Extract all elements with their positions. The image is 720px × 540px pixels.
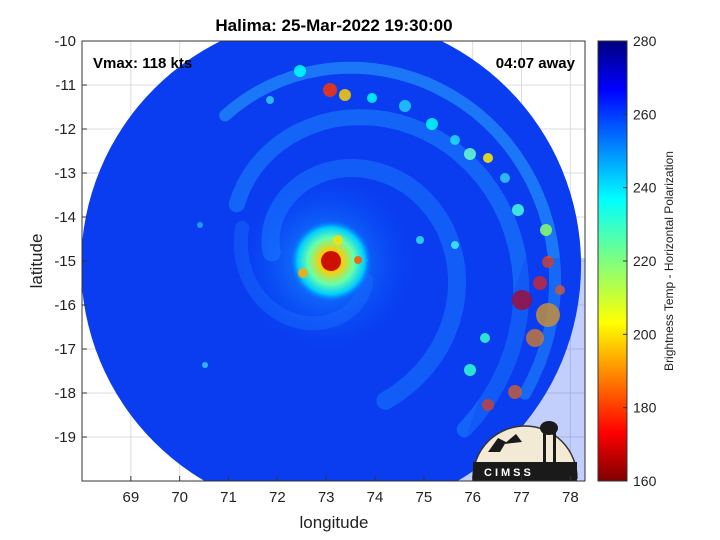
y-tick-label: -16 [54,297,76,314]
convective-cell [512,290,532,310]
colorbar-tick-label: 280 [633,33,657,49]
y-tick-label: -11 [55,77,76,94]
convective-cell [508,385,522,399]
y-axis-ticks: -10 -11 -12 -13 -14 -15 -16 -17 -18 -19 [54,33,87,446]
y-tick-label: -15 [54,253,76,270]
rain-band [228,109,530,438]
rain-band [261,158,467,410]
convective-cell [202,362,208,368]
colorbar-tick-label: 220 [633,253,657,269]
vmax-annotation: Vmax: 118 kts [93,55,192,72]
x-tick-label: 77 [513,489,530,506]
convective-cell [483,153,493,163]
logo-water-tank-icon [540,421,558,435]
convective-cell [555,285,565,295]
x-tick-label: 74 [367,489,384,506]
convective-cell [542,256,554,268]
logo-dish-icon [488,434,522,452]
x-axis-label: longitude [299,513,368,532]
y-tick-label: -18 [54,385,76,402]
convective-cell [533,276,547,290]
colorbar [597,40,628,482]
y-tick-label: -19 [54,429,76,446]
time-away-annotation: 04:07 away [496,55,576,72]
colorbar-tick-label: 200 [633,326,657,342]
convective-cell [367,93,377,103]
convective-cell [333,235,343,245]
convective-cell [354,256,362,264]
logo-tower-icon [543,430,546,462]
colorbar-tick-label: 160 [633,473,657,489]
x-tick-label: 71 [220,489,237,506]
convective-cell [450,135,460,145]
convective-cell [500,173,510,183]
x-tick-label: 78 [562,489,579,506]
convective-cell [266,96,274,104]
x-tick-label: 70 [171,489,188,506]
x-tick-label: 76 [464,489,481,506]
convective-cell [339,89,351,101]
convective-cell [482,399,494,411]
colorbar-ticks: 160 180 200 220 240 260 280 [623,33,657,489]
y-axis-label: latitude [27,234,46,289]
convective-cell [526,329,544,347]
convective-cell [399,100,411,112]
cimss-logo: CIMSS [472,421,578,481]
y-tick-label: -10 [54,33,76,50]
colorbar-tick-label: 240 [633,180,657,196]
colorbar-tick-label: 180 [633,400,657,416]
logo-text: CIMSS [484,467,534,479]
convective-cell [294,65,306,77]
convective-cell [323,83,337,97]
chart-title: Halima: 25-Mar-2022 19:30:00 [215,16,452,35]
y-tick-label: -17 [54,341,76,358]
eye-red-core [321,251,342,271]
y-tick-label: -12 [54,121,76,138]
convective-cell [464,148,476,160]
convective-cell [464,364,476,376]
convective-cell [480,333,490,343]
x-tick-label: 69 [122,489,139,506]
x-axis-ticks: 69 70 71 72 73 74 75 76 77 78 [122,476,579,506]
logo-tower-icon-2 [553,430,556,462]
y-tick-label: -13 [54,165,76,182]
convective-cell [512,204,524,216]
convective-cell [426,118,438,130]
x-tick-label: 73 [318,489,335,506]
convective-cell [536,303,560,327]
convective-cell [451,241,459,249]
convective-cell [197,222,203,228]
rain-band [233,220,374,331]
swath-image [82,41,585,481]
convective-cell [416,236,424,244]
colorbar-tick-label: 260 [633,106,657,122]
convective-cell [540,224,552,236]
logo-bar [473,462,577,481]
x-tick-label: 75 [416,489,433,506]
x-tick-label: 72 [269,489,286,506]
y-tick-label: -14 [54,209,76,226]
colorbar-label: Brightness Temp - Horizontal Polarizatio… [662,151,676,371]
convective-cell [298,268,308,278]
